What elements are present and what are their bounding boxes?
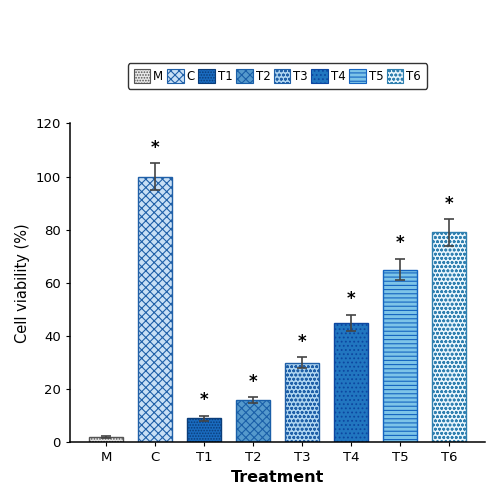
Text: *: * xyxy=(200,391,208,409)
Bar xyxy=(334,323,368,442)
Text: *: * xyxy=(248,372,258,390)
Bar xyxy=(187,418,221,442)
Bar xyxy=(432,232,466,442)
Text: *: * xyxy=(444,194,454,212)
Y-axis label: Cell viability (%): Cell viability (%) xyxy=(15,223,30,343)
Text: *: * xyxy=(396,234,404,252)
Bar xyxy=(138,176,172,442)
Bar xyxy=(89,437,123,442)
X-axis label: Treatment: Treatment xyxy=(231,470,324,485)
Text: *: * xyxy=(346,290,356,308)
Bar xyxy=(285,362,319,442)
Text: *: * xyxy=(298,332,306,350)
Legend: M, C, T1, T2, T3, T4, T5, T6: M, C, T1, T2, T3, T4, T5, T6 xyxy=(128,63,427,89)
Bar xyxy=(383,270,417,442)
Bar xyxy=(236,400,270,442)
Text: *: * xyxy=(150,138,160,156)
